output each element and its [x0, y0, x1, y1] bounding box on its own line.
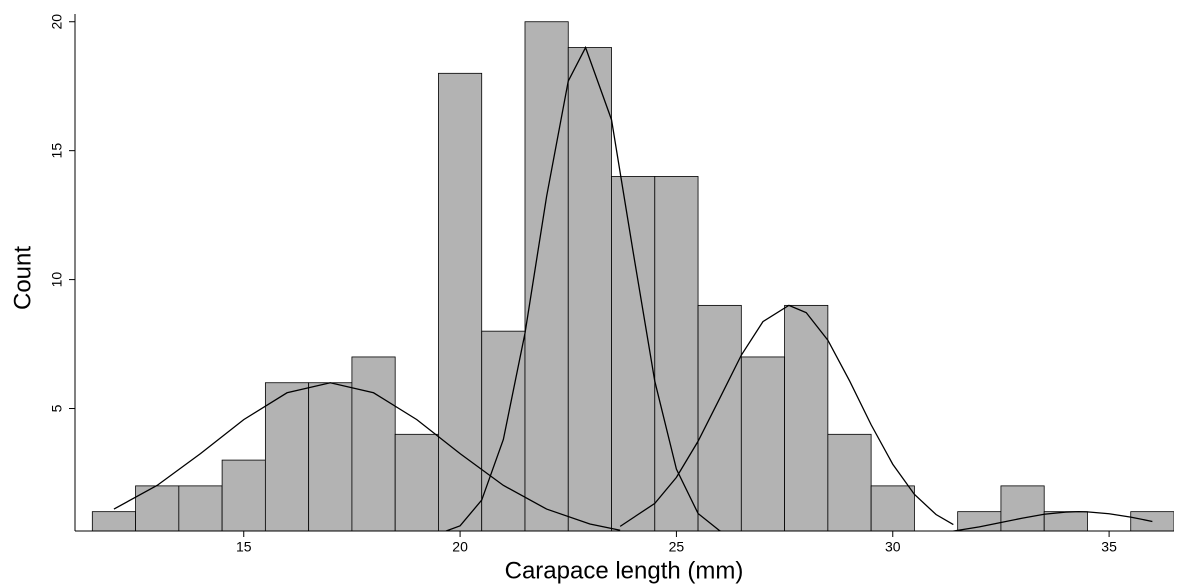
- x-axis-label: Carapace length (mm): [505, 557, 744, 584]
- bar: [740, 356, 785, 531]
- bar: [351, 356, 396, 531]
- bar: [654, 176, 699, 531]
- bar: [1000, 485, 1045, 531]
- y-axis-label: Count: [9, 246, 36, 310]
- fitted-curve: [444, 45, 724, 531]
- bar: [394, 433, 439, 531]
- bar: [697, 304, 742, 531]
- fitted-curve: [113, 382, 621, 531]
- bar: [870, 485, 915, 531]
- y-tick-label: 10: [49, 272, 65, 288]
- bar: [91, 511, 136, 531]
- bar: [1043, 511, 1088, 531]
- bar: [308, 382, 353, 531]
- fitted-curve: [949, 511, 1153, 531]
- y-tick-label: 15: [49, 143, 65, 159]
- bar: [611, 176, 656, 531]
- fitted-curve: [619, 304, 954, 527]
- bar: [438, 72, 483, 531]
- x-tick-label: 20: [452, 539, 468, 555]
- bar: [784, 304, 829, 531]
- bar: [524, 21, 569, 531]
- x-tick-label: 30: [885, 539, 901, 555]
- y-tick-label: 5: [49, 404, 65, 412]
- bar: [1130, 511, 1174, 531]
- x-tick-label: 25: [669, 539, 685, 555]
- bar: [481, 330, 526, 531]
- y-tick-label: 20: [49, 14, 65, 30]
- bar: [567, 47, 612, 531]
- plot-area: [91, 21, 1174, 531]
- bar: [178, 485, 223, 531]
- bar: [264, 382, 310, 531]
- bar: [827, 433, 872, 531]
- bar: [221, 459, 266, 531]
- x-tick-label: 35: [1101, 539, 1117, 555]
- x-tick-label: 15: [236, 539, 252, 555]
